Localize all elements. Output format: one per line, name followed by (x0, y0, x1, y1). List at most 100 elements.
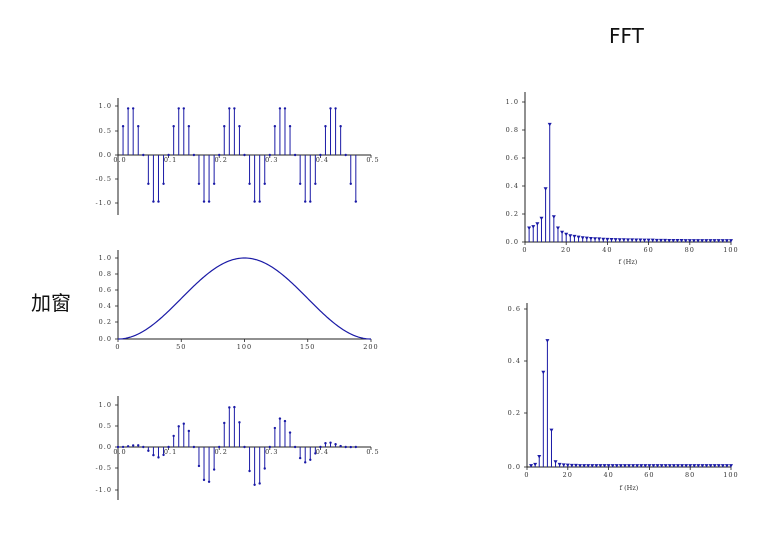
fft-marker (609, 237, 614, 242)
windowed-marker (228, 406, 231, 409)
fft-x-label: f (Hz) (619, 258, 638, 266)
windowed-marker (334, 443, 337, 446)
fft-marker (671, 238, 676, 243)
window-x-tick-label: 50 (176, 343, 186, 351)
windowed-marker (314, 452, 317, 455)
window-y-tick-label: 0.2 (99, 318, 112, 326)
signal-marker (121, 124, 125, 128)
fft-marker (535, 222, 540, 226)
fft-marker (547, 122, 552, 127)
fft-windowed-marker (549, 428, 554, 433)
fft-windowed-marker (631, 464, 636, 468)
windowed-marker (349, 445, 352, 449)
fft-windowed-marker (586, 464, 591, 468)
fft-marker (696, 239, 701, 243)
fft-windowed-marker (684, 464, 689, 468)
signal-marker (309, 200, 312, 203)
fft-x-tick-label: 80 (685, 246, 695, 254)
signal-marker (147, 182, 150, 186)
signal-marker (248, 182, 251, 186)
window-y-tick-label: 0.4 (99, 302, 112, 310)
signal-y-tick-label: -1.0 (95, 199, 112, 207)
signal-marker (354, 200, 358, 203)
fft-x-tick-label: 60 (643, 246, 653, 254)
windowed-marker (192, 445, 196, 449)
fft-windowed-marker (578, 464, 583, 468)
fft-marker (642, 238, 647, 243)
windowed-x-tick-label: 0.3 (265, 448, 278, 456)
fft-marker (712, 239, 717, 243)
fft-marker (683, 239, 688, 243)
signal-marker (177, 107, 180, 110)
windowed-marker (248, 469, 251, 473)
fft-marker (543, 187, 548, 191)
signal-marker (273, 124, 277, 128)
windowed-marker (304, 461, 307, 464)
fft-marker (617, 238, 622, 242)
windowed-y-tick-label: -1.0 (95, 486, 112, 494)
window-series-line (117, 257, 372, 340)
fft-marker (675, 238, 680, 243)
window-label: 加窗 (31, 291, 71, 315)
signal-x-tick-label: 0.5 (366, 156, 379, 164)
fft-marker (638, 238, 643, 243)
fft-marker (560, 230, 565, 235)
window-x-tick-label: 200 (363, 343, 378, 351)
windowed-marker (268, 445, 271, 449)
fft-windowed-marker (724, 464, 729, 468)
fft-x-tick-label: 0 (522, 246, 527, 254)
fft-marker (704, 239, 709, 243)
fft-windowed-marker (696, 464, 701, 468)
fft-marker (724, 239, 729, 243)
windowed-x-tick-label: 0.4 (316, 448, 329, 456)
signal-marker (344, 153, 347, 157)
fft-marker (667, 238, 672, 243)
fft-marker (729, 239, 733, 243)
windowed-marker (116, 445, 120, 449)
fft-marker (605, 237, 610, 242)
fft-x-tick-label: 100 (723, 246, 738, 254)
signal-marker (334, 107, 337, 110)
fft-windowed-marker (659, 464, 664, 468)
signal-y-tick-label: 1.0 (99, 102, 112, 110)
fft-windowed-marker (716, 464, 721, 468)
signal-y-tick-label: 0.5 (99, 127, 112, 135)
windowed-marker (344, 445, 347, 449)
fft-windowed-marker (569, 463, 574, 468)
signal-x-tick-label: 0.0 (113, 156, 126, 164)
signal-marker (298, 182, 302, 186)
fft-marker (663, 238, 668, 243)
windowed-marker (131, 444, 135, 447)
fft-windowed-marker (688, 464, 693, 468)
windowed-marker (354, 445, 358, 449)
fft-marker (700, 239, 705, 243)
signal-marker (339, 124, 342, 128)
fft-windowed-marker (667, 464, 672, 468)
windowed-y-tick-label: 0.0 (99, 443, 112, 451)
fft-windowed-marker (606, 464, 611, 468)
windowed-x-tick-label: 0.5 (366, 448, 379, 456)
fft-marker (576, 235, 581, 240)
fft-windowed-marker (643, 464, 648, 468)
windowed-marker (233, 405, 236, 409)
windowed-marker (329, 441, 332, 444)
fft-marker (531, 225, 536, 229)
signal-marker (167, 153, 170, 157)
windowed-marker (162, 453, 165, 457)
signal-marker (131, 107, 135, 110)
windowed-marker (142, 445, 145, 449)
window-x-tick-label: 100 (237, 343, 252, 351)
signal-marker (142, 153, 145, 157)
fft-marker (720, 239, 725, 243)
fft-windowed-chart (524, 303, 733, 470)
fft-marker (568, 234, 573, 238)
signal-marker (152, 200, 155, 203)
signal-chart (115, 98, 372, 215)
signal-marker (293, 153, 297, 157)
signal-marker (319, 153, 322, 157)
signal-marker (212, 182, 216, 186)
signal-marker (268, 153, 271, 157)
fft-windowed-x-tick-label: 0 (524, 471, 529, 479)
windowed-marker (202, 478, 206, 482)
